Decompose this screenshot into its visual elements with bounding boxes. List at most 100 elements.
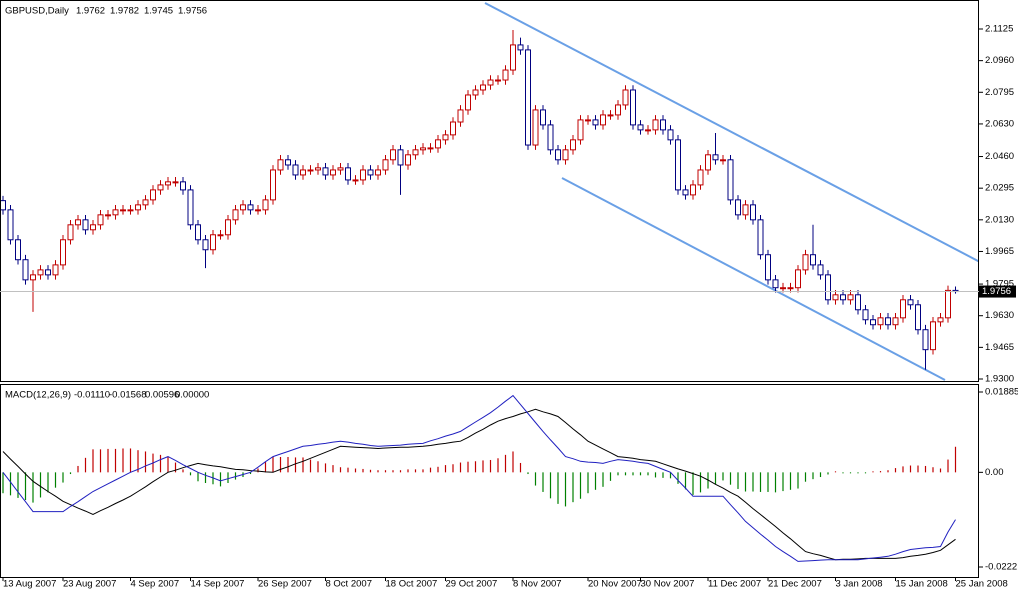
x-tick-label: 13 Aug 2007: [3, 579, 56, 590]
candle-body: [255, 209, 261, 212]
y-tick-label: 2.0630: [985, 118, 1014, 129]
candle-body: [435, 139, 441, 149]
macd-title: MACD(12,26,9): [5, 390, 71, 401]
macd-readout: 0.00000: [175, 390, 209, 401]
candle-body: [585, 119, 591, 122]
channel-line: [561, 177, 946, 381]
candle-body: [862, 309, 869, 321]
candle-body: [472, 89, 479, 96]
candle-body: [1, 200, 6, 211]
candle-body: [195, 224, 201, 241]
candle-body: [720, 159, 726, 162]
candle-body: [660, 119, 666, 131]
candle-body: [750, 204, 756, 221]
candle-body: [315, 167, 321, 171]
y-tick-label: 2.0130: [985, 214, 1014, 225]
candle-body: [885, 317, 891, 326]
candle-body: [150, 189, 156, 201]
candle-body: [112, 209, 119, 216]
y-tick-label: 0.01885: [985, 387, 1018, 398]
candle-body: [67, 224, 74, 241]
candle-body: [412, 149, 419, 156]
candle-body: [210, 234, 216, 251]
candle-body: [562, 149, 569, 161]
candle-body: [142, 199, 149, 206]
y-tick-label: 1.9465: [985, 342, 1014, 353]
candle-body: [630, 89, 636, 126]
candle-body: [487, 79, 494, 86]
candle-body: [600, 114, 606, 126]
candle-body: [465, 94, 471, 111]
candle-body: [705, 154, 711, 171]
candle-body: [757, 219, 764, 256]
candle-body: [577, 119, 584, 141]
macd-readout: -0.01110: [74, 390, 110, 401]
candle-body: [915, 304, 921, 331]
signal-line: [2, 408, 956, 561]
x-tick-label: 8 Nov 2007: [513, 579, 562, 590]
candle-body: [45, 269, 51, 276]
macd-plot: [2, 394, 957, 562]
candle-body: [652, 119, 659, 131]
candle-body: [390, 149, 396, 161]
current-price-box: [979, 285, 1016, 298]
x-tick-label: 4 Sep 2007: [131, 579, 180, 590]
x-tick-label: 8 Oct 2007: [326, 579, 372, 590]
x-tick-label: 15 Jan 2008: [896, 579, 948, 590]
candle-body: [202, 239, 209, 251]
candle-body: [622, 89, 629, 106]
candle-body: [15, 239, 21, 261]
candle-body: [945, 289, 951, 319]
candle-body: [427, 147, 434, 150]
candle-body: [877, 317, 884, 326]
candle-body: [120, 209, 126, 212]
candle-body: [742, 204, 749, 216]
candle-body: [442, 134, 449, 141]
current-price-label: 1.9756: [982, 286, 1011, 297]
candle-body: [555, 149, 561, 161]
candle-body: [105, 214, 111, 217]
candle-body: [405, 154, 411, 166]
candle-body: [322, 167, 329, 176]
x-tick-label: 25 Jan 2008: [956, 579, 1008, 590]
candle-body: [97, 214, 104, 226]
candle-body: [607, 114, 614, 117]
ohlc-high: 1.9782: [110, 6, 139, 17]
candle-body: [420, 147, 426, 151]
candle-body: [352, 179, 359, 182]
candle-body: [337, 167, 344, 171]
ohlc-low: 1.9745: [144, 6, 173, 17]
candle-body: [682, 189, 689, 196]
candle-body: [345, 167, 351, 181]
candle-body: [907, 299, 914, 306]
candle-body: [892, 317, 899, 326]
candle-body: [765, 254, 771, 281]
price-panel: [0, 0, 979, 382]
y-tick-label: 2.0960: [985, 55, 1014, 66]
candle-body: [667, 129, 674, 141]
candle-body: [645, 129, 651, 132]
candle-body: [90, 224, 96, 231]
candle-body: [690, 184, 696, 196]
candle-body: [480, 84, 486, 91]
x-tick-label: 18 Oct 2007: [386, 579, 438, 590]
candle-body: [772, 279, 779, 289]
macd-readout: 0.00596: [145, 390, 179, 401]
candle-body: [37, 269, 44, 276]
candle-body: [52, 264, 59, 276]
channel-line: [484, 2, 978, 263]
candle-body: [675, 139, 681, 191]
macd-readout: -0.01568: [109, 390, 147, 401]
candle-body: [840, 294, 846, 301]
candle-body: [570, 139, 576, 151]
candle-body: [615, 104, 621, 116]
y-tick-label: 2.0795: [985, 87, 1014, 98]
candle-body: [367, 169, 374, 176]
candle-body: [187, 189, 194, 226]
candle-body: [825, 274, 831, 301]
x-tick-label: 30 Nov 2007: [641, 579, 695, 590]
x-tick-label: 14 Sep 2007: [191, 579, 245, 590]
ohlc-open: 1.9762: [76, 6, 105, 17]
